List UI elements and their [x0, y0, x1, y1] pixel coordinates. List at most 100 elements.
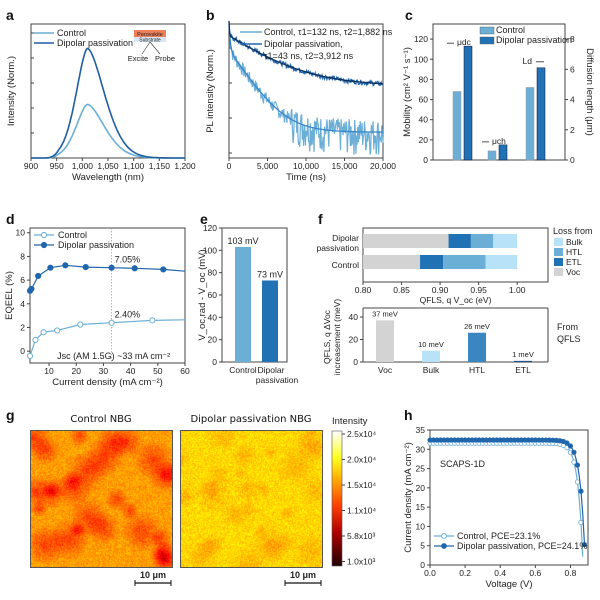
y-tick-label: 10 [16, 228, 26, 238]
stacked-segment-htl [443, 255, 486, 269]
data-point [149, 317, 156, 324]
heatmap-dipolar [180, 430, 323, 568]
x-tick-label: Dipolar [258, 365, 285, 375]
data-point [567, 443, 574, 449]
y2-tick-label: 8 [570, 34, 575, 44]
legend-label: Control, PCE=23.1% [457, 531, 540, 541]
panel-label-c: c [405, 7, 413, 23]
side-label: QFLS [557, 334, 581, 344]
y2-tick-label: 4 [570, 95, 575, 105]
x-tick-label: 0.4 [494, 568, 506, 578]
series-line-dipolar [31, 47, 185, 159]
legend-label: Dipolar passivation [58, 240, 134, 250]
inset-perovskite-layer [134, 30, 166, 37]
y-tick-label: 40 [208, 312, 218, 322]
legend-label: Control [496, 25, 525, 35]
bar-dipolar-2 [536, 67, 546, 161]
data-point [108, 319, 115, 326]
data-point [564, 440, 570, 446]
heatmap-title-dipolar: Dipolar passivation NBG [190, 414, 312, 425]
y-axis-label: Current density (mA cm⁻²) [403, 442, 414, 553]
colorbar [331, 430, 343, 567]
panel-h-axes [429, 429, 589, 566]
y-tick-label: 25 [416, 464, 426, 474]
y-tick-label: 60 [208, 290, 218, 300]
inset-label: Substrate [139, 38, 161, 44]
colorbar-tick-label: 2.0x10⁴ [347, 455, 377, 465]
x-tick-label: 0.95 [470, 285, 487, 295]
x-tick-label: 1,000 [72, 161, 94, 171]
inset-label: Perovskite [137, 32, 163, 38]
x-tick-label: 0.0 [424, 568, 436, 578]
y2-axis-label: Diffusion length (μm) [584, 48, 595, 136]
scale-bar-label: 10 μm [140, 570, 166, 580]
annotation-scaps: SCAPS-1D [440, 459, 486, 469]
panel-label-h: h [404, 407, 413, 423]
decay-fit-control [228, 23, 383, 133]
data-point [82, 263, 89, 271]
legend-label: ETL [566, 257, 582, 267]
heatmap-control [30, 430, 173, 568]
stacked-segment-voc [363, 234, 449, 248]
inset-arrow [141, 41, 151, 55]
series-line-control [31, 103, 185, 159]
x-tick-label: 0.80 [355, 285, 372, 295]
scale-bar-label: 10 μm [290, 570, 316, 580]
legend-swatch [479, 26, 495, 35]
bar-data-label: 103 mV [227, 236, 258, 246]
y-tick-label: 0 [353, 357, 358, 367]
data-point [32, 336, 39, 344]
x-axis-label: Current density (mA cm⁻²) [52, 377, 163, 388]
decay-fit-dipolar-passivation [228, 21, 383, 85]
bar-bulk [422, 350, 440, 362]
y-tick-label: passivation [316, 243, 359, 253]
panel-label-d: d [6, 211, 15, 227]
x-tick-label: 1,200 [174, 161, 196, 171]
x-tick-label: HTL [469, 365, 485, 375]
colorbar-tick-label: 1.1x10⁴ [347, 506, 377, 516]
y-axis-label: Mobility (cm² V⁻¹ s⁻¹) [402, 47, 413, 137]
y-tick-label: 20 [208, 335, 218, 345]
x-tick-label: Control [229, 365, 257, 375]
y-tick-label: 120 [203, 223, 217, 233]
x-axis-label: Voltage (V) [486, 579, 533, 590]
colorbar-tick-label: 2.5x10⁴ [347, 429, 377, 439]
data-point [28, 285, 35, 293]
decay-data-control [228, 23, 384, 155]
panel-label-f: f [318, 211, 323, 227]
y-tick-label: 80 [208, 268, 218, 278]
y-tick-label: 40 [349, 312, 359, 322]
bar-htl [468, 332, 486, 362]
legend-label: Control, τ1=132 ns, τ2=1,882 ns [264, 27, 393, 37]
y-tick-label: 0 [420, 560, 425, 570]
y-tick-label: 35 [416, 425, 426, 435]
data-point [40, 329, 47, 336]
group-label: μdc [457, 37, 472, 47]
legend-marker [40, 231, 48, 239]
data-point [62, 262, 69, 269]
legend-label: Dipolar passivation [496, 35, 572, 45]
y-axis-label: V_oc,rad - V_oc (mV) [197, 249, 208, 340]
data-point [578, 519, 584, 526]
inset-arrow [149, 41, 161, 55]
bar-data-label: 10 meV [418, 340, 444, 349]
panel-label-e: e [200, 211, 208, 227]
y-tick-label: 15 [416, 502, 426, 512]
x-tick-label: 0.8 [565, 568, 577, 578]
bar-control-0 [452, 91, 462, 161]
y-axis-label: increasement (meV) [332, 299, 342, 376]
bar-voc [376, 320, 394, 362]
legend-marker [441, 543, 447, 549]
panel-d-axes [29, 227, 186, 364]
data-point [131, 265, 138, 272]
y-axis-label: Intensity (Norm.) [6, 56, 17, 126]
legend-label: Bulk [566, 237, 583, 247]
jv-curve-dipolar [430, 439, 586, 545]
series-line-dipolar [29, 264, 186, 292]
data-point [47, 264, 54, 271]
x-axis-label: Wavelength (nm) [72, 172, 144, 183]
data-point [578, 488, 584, 494]
panel-label-a: a [6, 7, 14, 23]
bar-data-label: 73 mV [257, 269, 283, 279]
x-tick-label: 15,000 [332, 161, 358, 171]
